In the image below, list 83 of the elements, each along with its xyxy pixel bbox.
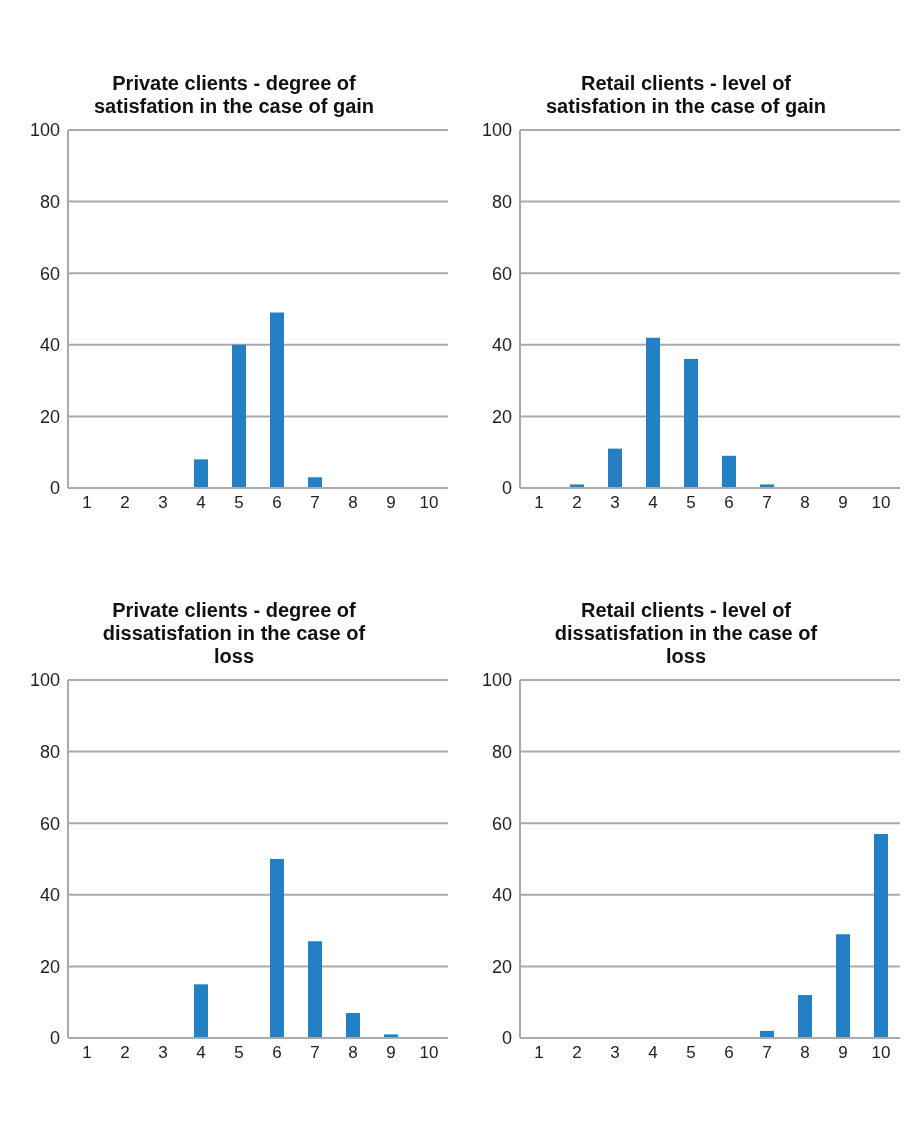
y-tick-label: 0 bbox=[501, 1028, 512, 1049]
y-tick-label: 100 bbox=[481, 120, 512, 141]
x-tick-label: 10 bbox=[871, 1043, 891, 1063]
x-tick-label: 2 bbox=[120, 1043, 130, 1063]
bar bbox=[722, 455, 736, 488]
x-tick-label: 1 bbox=[534, 493, 544, 513]
chart-title: Private clients - degree of dissatisfation in the case of loss bbox=[101, 599, 367, 668]
x-tick-label: 2 bbox=[572, 493, 582, 513]
x-tick-label: 9 bbox=[838, 1043, 848, 1063]
x-tick-label: 1 bbox=[534, 1043, 544, 1063]
x-tick-label: 5 bbox=[234, 493, 244, 513]
x-tick-label: 6 bbox=[724, 1043, 734, 1063]
x-tick-label: 10 bbox=[419, 493, 439, 513]
y-tick-label: 80 bbox=[39, 741, 60, 762]
bar bbox=[270, 859, 284, 1038]
y-tick-label: 40 bbox=[39, 885, 60, 906]
y-tick-label: 100 bbox=[29, 120, 60, 141]
y-tick-label: 80 bbox=[491, 191, 512, 212]
x-tick-label: 3 bbox=[610, 493, 620, 513]
x-tick-label: 7 bbox=[310, 1043, 320, 1063]
bar bbox=[608, 448, 622, 488]
x-tick-label: 8 bbox=[348, 493, 358, 513]
x-tick-label: 2 bbox=[120, 493, 130, 513]
y-tick-label: 0 bbox=[501, 478, 512, 499]
x-tick-label: 9 bbox=[838, 493, 848, 513]
x-tick-label: 3 bbox=[158, 493, 168, 513]
x-tick-label: 1 bbox=[82, 493, 92, 513]
y-tick-label: 20 bbox=[39, 956, 60, 977]
bar bbox=[194, 984, 208, 1038]
x-tick-label: 3 bbox=[610, 1043, 620, 1063]
bar bbox=[798, 995, 812, 1038]
bar bbox=[194, 459, 208, 488]
x-tick-label: 6 bbox=[272, 493, 282, 513]
x-tick-label: 8 bbox=[800, 493, 810, 513]
x-tick-label: 5 bbox=[686, 493, 696, 513]
bar bbox=[270, 312, 284, 488]
x-tick-label: 9 bbox=[386, 1043, 396, 1063]
y-tick-label: 60 bbox=[491, 813, 512, 834]
x-tick-label: 10 bbox=[871, 493, 891, 513]
x-tick-label: 4 bbox=[648, 1043, 658, 1063]
chart-title: Retail clients - level of satisfation in the case of gain bbox=[544, 72, 828, 118]
y-tick-label: 40 bbox=[39, 335, 60, 356]
x-tick-label: 6 bbox=[724, 493, 734, 513]
x-tick-label: 2 bbox=[572, 1043, 582, 1063]
y-tick-label: 40 bbox=[491, 335, 512, 356]
x-tick-label: 4 bbox=[196, 493, 206, 513]
y-tick-label: 80 bbox=[491, 741, 512, 762]
x-tick-label: 1 bbox=[82, 1043, 92, 1063]
y-tick-label: 20 bbox=[491, 956, 512, 977]
bar bbox=[308, 477, 322, 488]
y-tick-label: 60 bbox=[39, 263, 60, 284]
x-tick-label: 7 bbox=[762, 1043, 772, 1063]
y-tick-label: 100 bbox=[481, 670, 512, 691]
y-tick-label: 0 bbox=[49, 1028, 60, 1049]
y-tick-label: 20 bbox=[491, 406, 512, 427]
x-tick-label: 5 bbox=[686, 1043, 696, 1063]
x-tick-label: 4 bbox=[648, 493, 658, 513]
y-tick-label: 60 bbox=[39, 813, 60, 834]
x-tick-label: 9 bbox=[386, 493, 396, 513]
x-tick-label: 10 bbox=[419, 1043, 439, 1063]
y-tick-label: 0 bbox=[49, 478, 60, 499]
bar bbox=[346, 1012, 360, 1038]
x-tick-label: 6 bbox=[272, 1043, 282, 1063]
y-tick-label: 20 bbox=[39, 406, 60, 427]
x-tick-label: 3 bbox=[158, 1043, 168, 1063]
bar bbox=[646, 337, 660, 488]
bar bbox=[874, 833, 888, 1038]
bar bbox=[308, 941, 322, 1038]
bar bbox=[836, 934, 850, 1038]
chart-title: Private clients - degree of satisfation in the case of gain bbox=[92, 72, 376, 118]
chart-title: Retail clients - level of dissatisfation in the case of loss bbox=[553, 599, 819, 668]
x-tick-label: 7 bbox=[310, 493, 320, 513]
x-tick-label: 8 bbox=[348, 1043, 358, 1063]
x-tick-label: 5 bbox=[234, 1043, 244, 1063]
bar bbox=[232, 344, 246, 488]
y-tick-label: 40 bbox=[491, 885, 512, 906]
x-tick-label: 4 bbox=[196, 1043, 206, 1063]
y-tick-label: 60 bbox=[491, 263, 512, 284]
x-tick-label: 7 bbox=[762, 493, 772, 513]
y-tick-label: 80 bbox=[39, 191, 60, 212]
x-tick-label: 8 bbox=[800, 1043, 810, 1063]
bar bbox=[684, 359, 698, 488]
y-tick-label: 100 bbox=[29, 670, 60, 691]
